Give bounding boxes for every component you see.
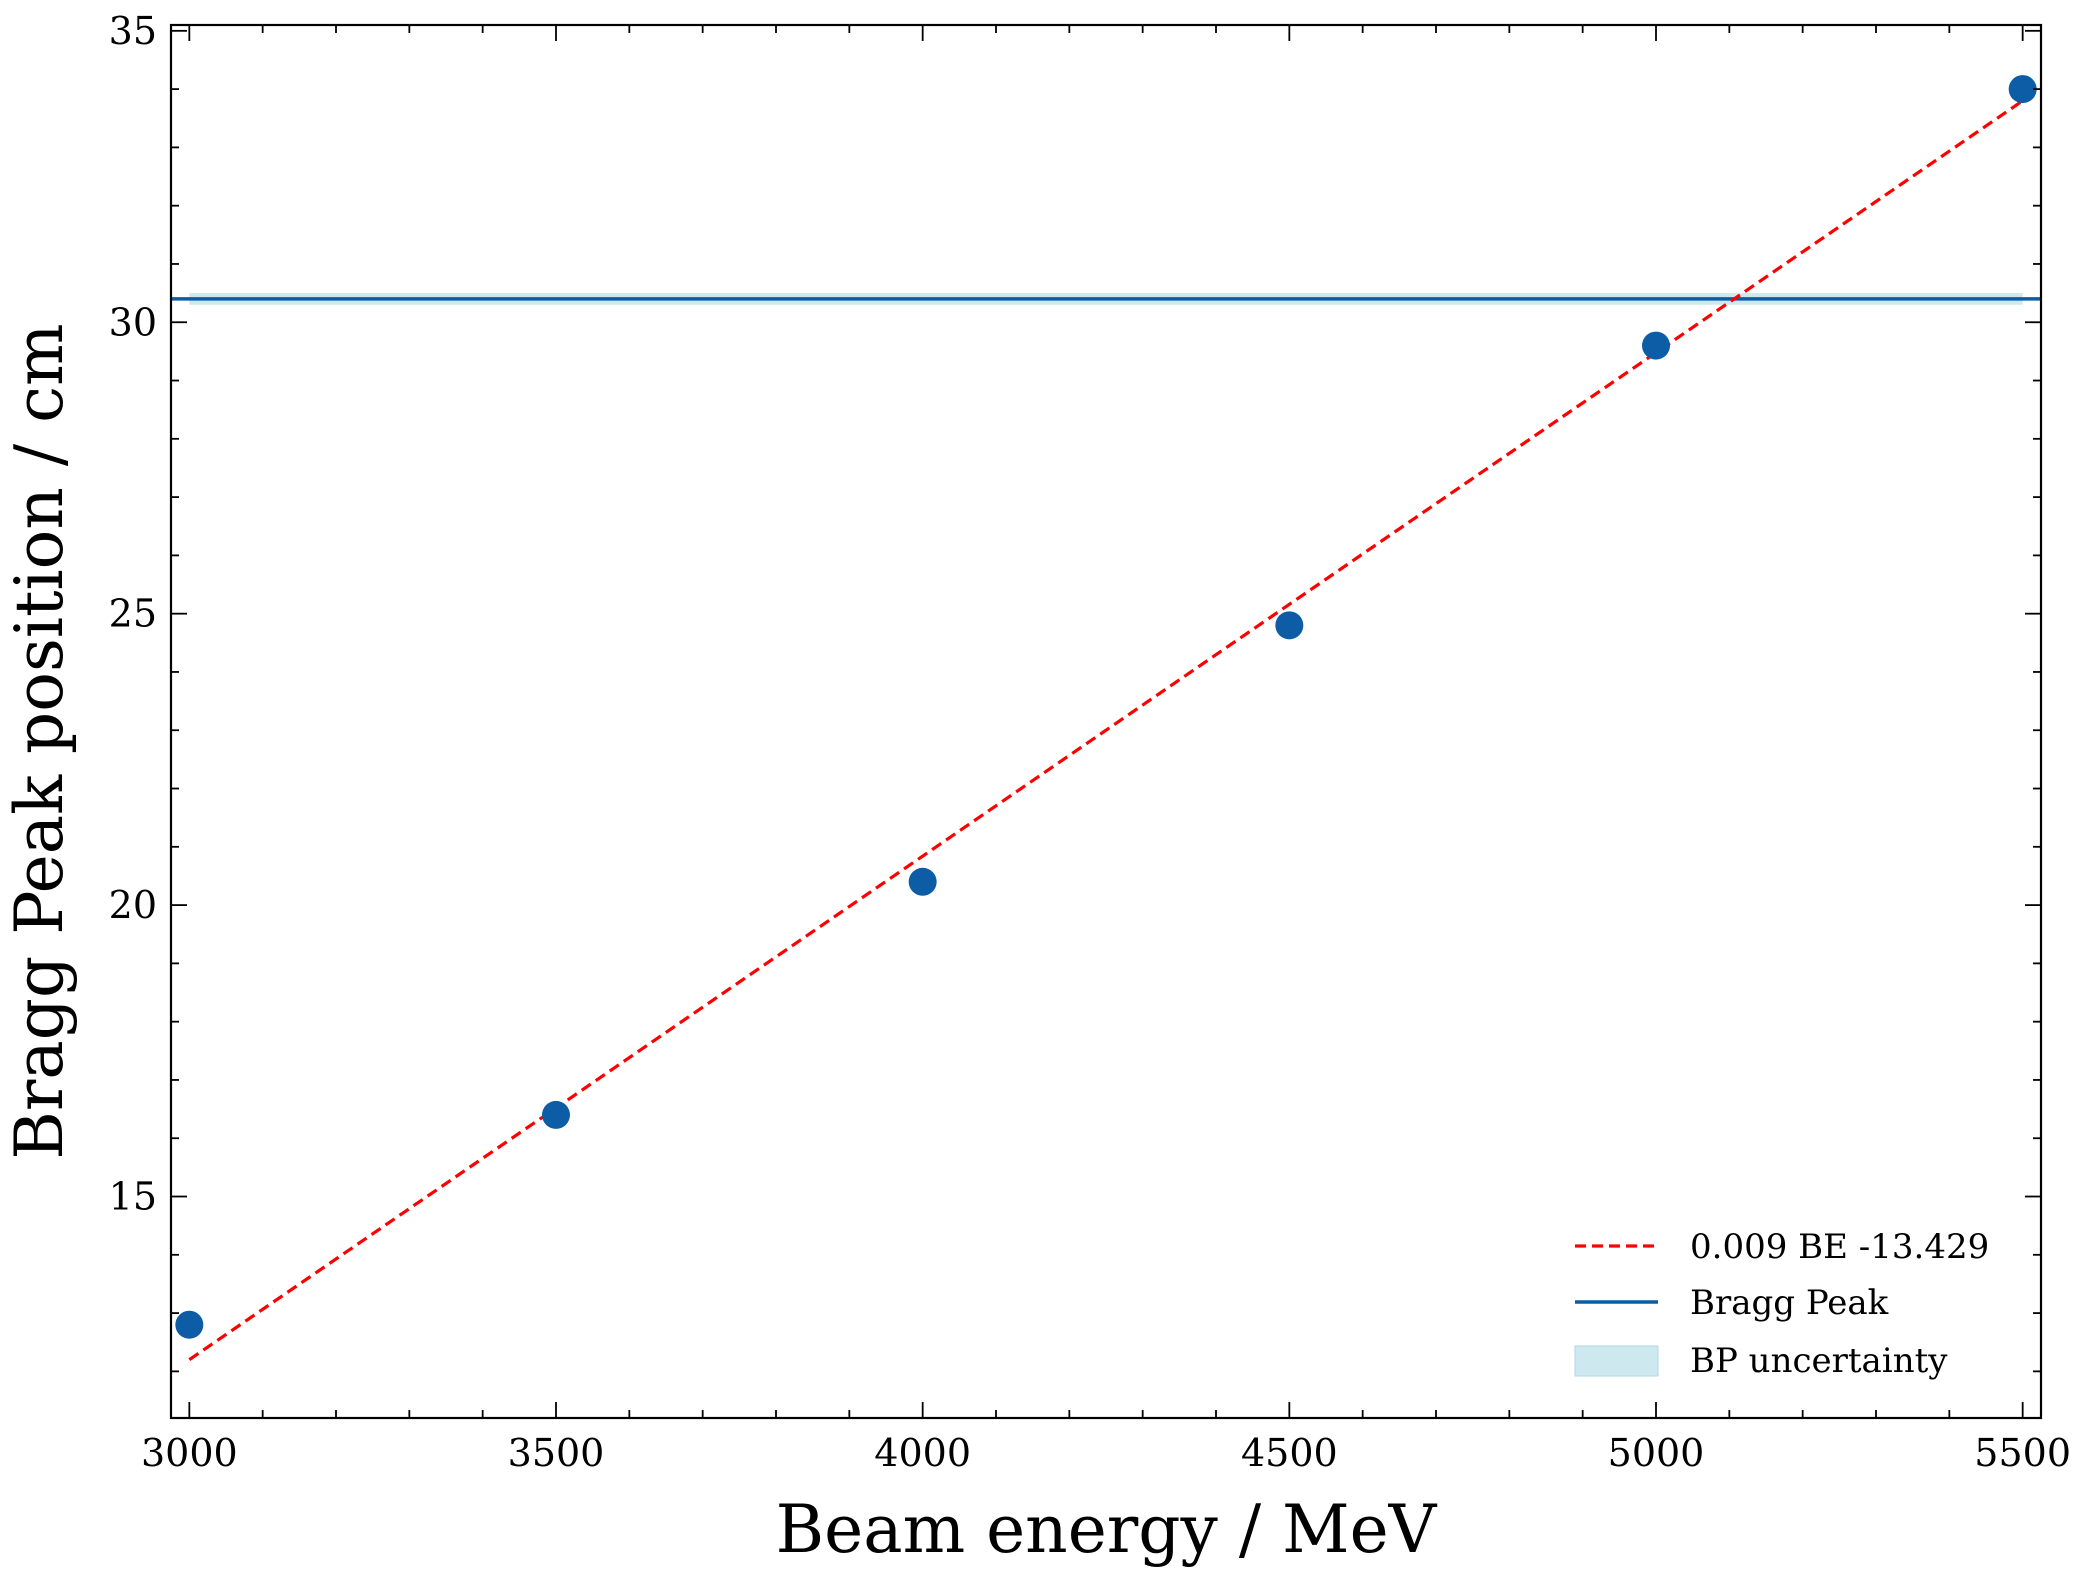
y-tick-labels: 15 20 25 30 35 bbox=[109, 9, 157, 1219]
y-tick-label: 30 bbox=[109, 300, 157, 344]
y-tick-label: 20 bbox=[109, 883, 157, 927]
data-point-4 bbox=[1642, 331, 1670, 360]
legend-uncertainty-swatch bbox=[1574, 1345, 1659, 1377]
legend-fit-line-label: 0.009 BE -13.429 bbox=[1690, 1227, 1989, 1267]
data-point-2 bbox=[908, 867, 937, 896]
data-point-5 bbox=[2008, 75, 2037, 104]
x-tick-label: 4000 bbox=[874, 1431, 971, 1475]
x-tick-label: 4500 bbox=[1241, 1431, 1338, 1475]
fit-line-layer bbox=[188, 99, 2024, 1362]
axis-ticks bbox=[171, 25, 2041, 1418]
y-tick-label: 35 bbox=[109, 9, 157, 53]
fit-line bbox=[188, 99, 2024, 1362]
x-tick-label: 5500 bbox=[1974, 1431, 2071, 1475]
legend: 0.009 BE -13.429 Bragg Peak BP uncertain… bbox=[1574, 1227, 1989, 1381]
data-point-1 bbox=[542, 1100, 570, 1129]
data-points-layer bbox=[175, 75, 2037, 1339]
x-axis-title: Beam energy / MeV bbox=[776, 1491, 1438, 1568]
legend-bragg-peak-label: Bragg Peak bbox=[1690, 1283, 1889, 1323]
legend-uncertainty-label: BP uncertainty bbox=[1690, 1341, 1948, 1381]
y-tick-label: 25 bbox=[109, 592, 157, 636]
data-point-3 bbox=[1275, 611, 1304, 640]
data-point-0 bbox=[175, 1310, 204, 1339]
x-tick-labels: 3000 3500 4000 4500 5000 5500 bbox=[141, 1431, 2071, 1475]
x-tick-label: 3500 bbox=[508, 1431, 605, 1475]
x-tick-label: 3000 bbox=[141, 1431, 238, 1475]
y-axis-title: Bragg Peak position / cm bbox=[1, 323, 78, 1159]
y-tick-label: 15 bbox=[109, 1175, 157, 1219]
x-tick-label: 5000 bbox=[1608, 1431, 1705, 1475]
plot-frame bbox=[169, 23, 2043, 1420]
